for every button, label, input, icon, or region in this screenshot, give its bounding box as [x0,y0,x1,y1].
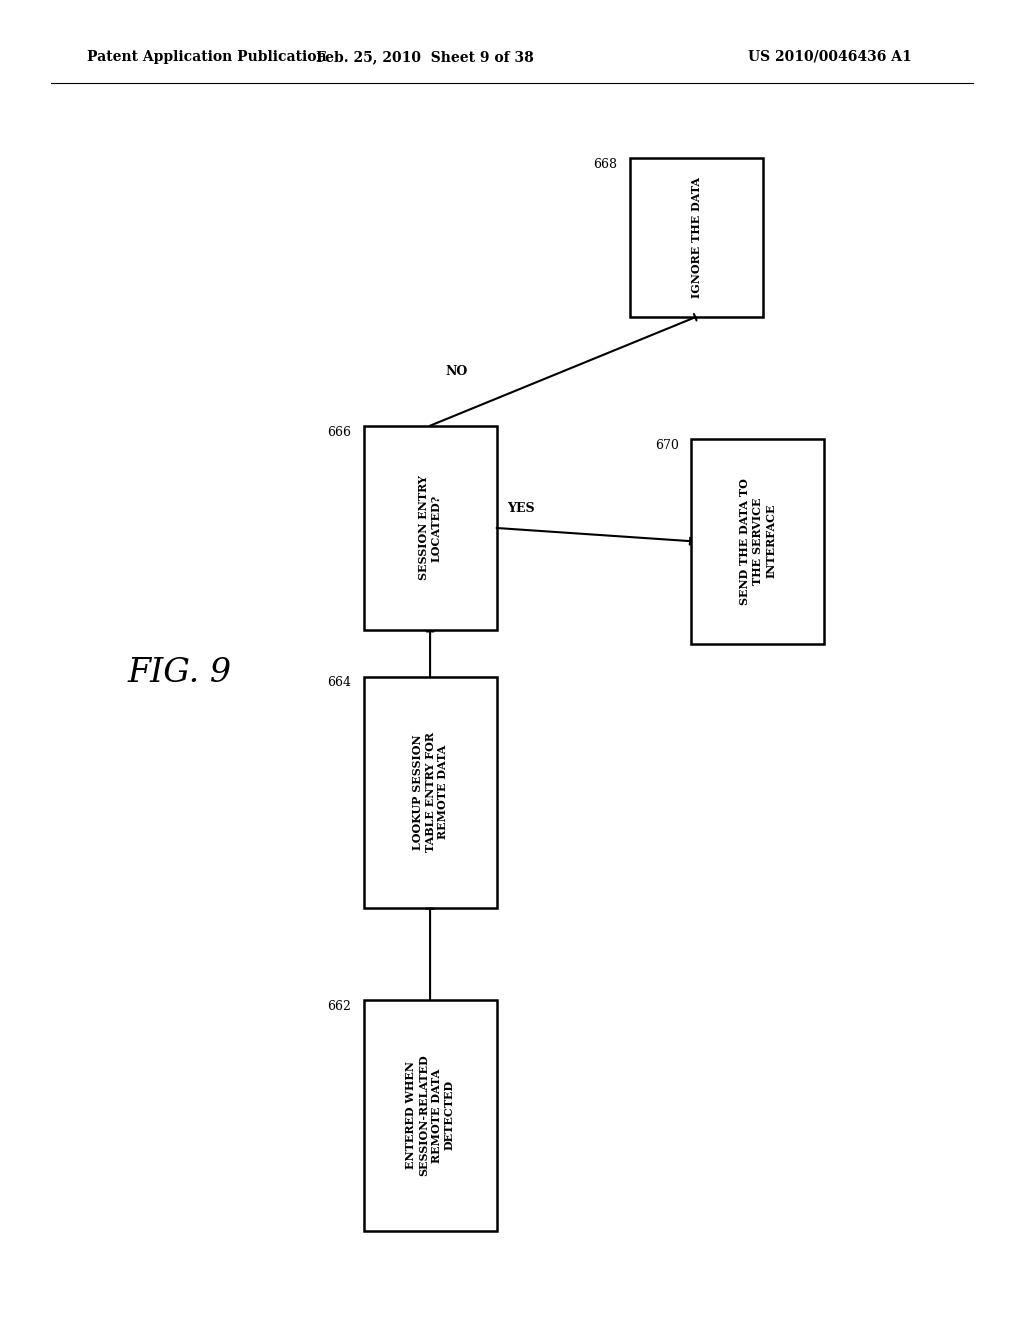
Text: ENTERED WHEN
SESSION-RELATED
REMOTE DATA
DETECTED: ENTERED WHEN SESSION-RELATED REMOTE DATA… [406,1055,455,1176]
Text: YES: YES [507,502,535,515]
Bar [691,438,824,644]
Text: NO: NO [445,364,468,378]
Text: SESSION ENTRY
LOCATED?: SESSION ENTRY LOCATED? [418,475,442,581]
Text: 668: 668 [594,158,617,172]
Text: US 2010/0046436 A1: US 2010/0046436 A1 [748,50,911,63]
Bar [364,676,497,908]
Text: Feb. 25, 2010  Sheet 9 of 38: Feb. 25, 2010 Sheet 9 of 38 [316,50,534,63]
Text: Patent Application Publication: Patent Application Publication [87,50,327,63]
Bar [364,425,497,631]
Bar [364,1001,497,1230]
Text: 666: 666 [328,425,351,438]
Text: IGNORE THE DATA: IGNORE THE DATA [691,177,701,298]
Text: 664: 664 [328,676,351,689]
Text: FIG. 9: FIG. 9 [127,657,231,689]
Bar [630,158,763,317]
Text: 662: 662 [328,1001,351,1012]
Text: LOOKUP SESSION
TABLE ENTRY FOR
REMOTE DATA: LOOKUP SESSION TABLE ENTRY FOR REMOTE DA… [412,733,449,851]
Text: SEND THE DATA TO
THE SERVICE
INTERFACE: SEND THE DATA TO THE SERVICE INTERFACE [739,478,776,605]
Text: 670: 670 [655,438,679,451]
